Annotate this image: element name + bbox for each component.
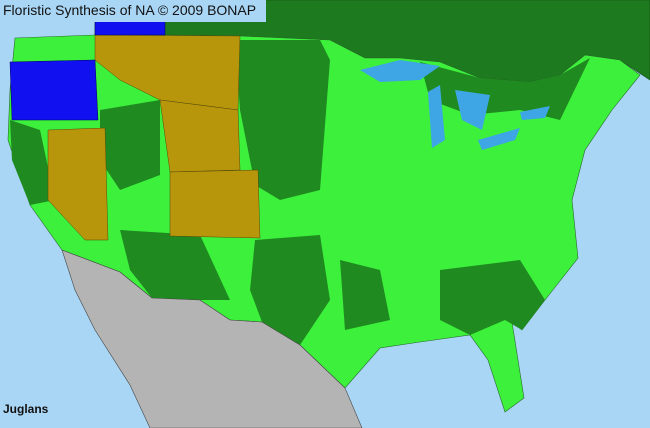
great-lakes [360, 60, 550, 150]
mexico-region [61, 249, 363, 428]
taxon-label: Juglans [3, 402, 49, 416]
dark-green-areas [10, 40, 590, 345]
map-title: Floristic Synthesis of NA © 2009 BONAP [0, 0, 267, 22]
gold-areas [47, 34, 261, 241]
